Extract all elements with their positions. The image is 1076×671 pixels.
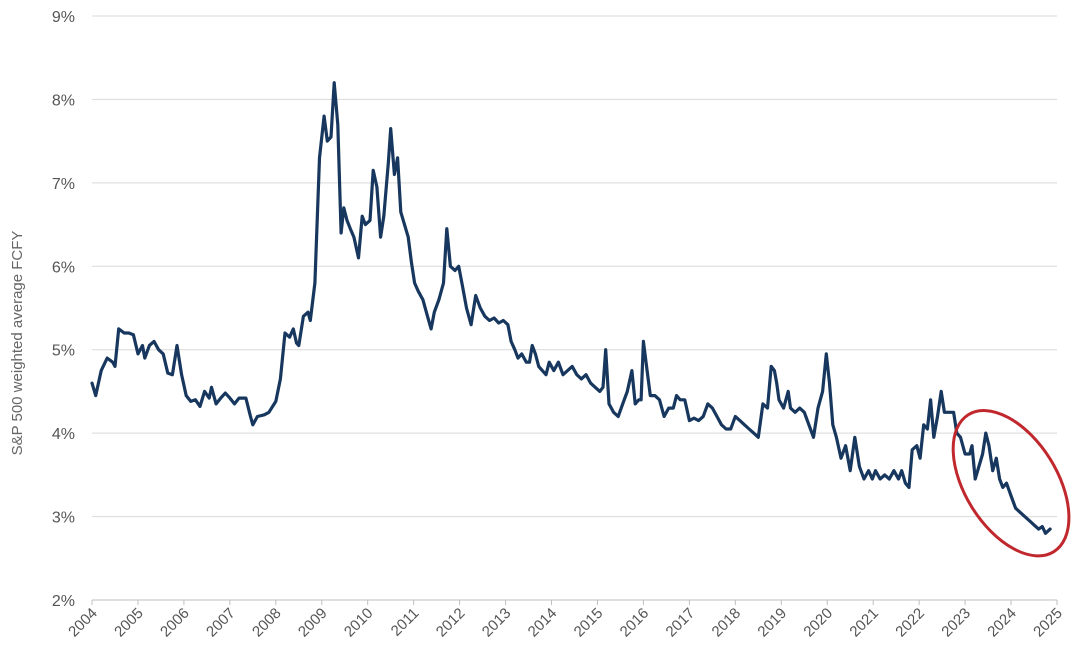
y-axis-ticks: 2% 3% 4% 5% 6% 7% 8% 9% <box>52 9 75 610</box>
y-axis-label: S&P 500 weighted average FCFY <box>9 231 26 456</box>
x-tick-label: 2024 <box>984 605 1020 641</box>
gridlines <box>92 15 1057 518</box>
x-tick-label: 2019 <box>754 605 790 641</box>
x-tick-label: 2018 <box>709 605 745 641</box>
x-tick-label: 2014 <box>525 605 561 641</box>
y-tick-label: 4% <box>52 426 75 443</box>
x-tick-label: 2023 <box>938 605 974 641</box>
y-tick-label: 6% <box>52 259 75 276</box>
x-tick-label: 2004 <box>65 605 101 641</box>
x-tick-label: 2011 <box>388 605 423 640</box>
y-tick-label: 5% <box>52 343 75 360</box>
x-axis-ticks: 2004 2005 2006 2007 2008 2009 2010 2011 2012 2013… <box>65 600 1066 640</box>
x-tick-label: 2005 <box>111 605 147 641</box>
x-tick-label: 2007 <box>203 605 239 641</box>
y-tick-label: 7% <box>52 176 75 193</box>
x-tick-label: 2015 <box>571 605 607 641</box>
y-tick-label: 8% <box>52 92 75 109</box>
x-tick-label: 2022 <box>892 605 928 641</box>
series-layer <box>90 81 1052 535</box>
x-tick-label: 2013 <box>479 605 515 641</box>
fcfy-series-line <box>90 81 1052 535</box>
x-tick-label: 2008 <box>249 605 285 641</box>
x-tick-label: 2021 <box>846 605 882 641</box>
x-tick-label: 2006 <box>157 605 193 641</box>
x-tick-label: 2025 <box>1030 605 1066 641</box>
y-tick-label: 3% <box>52 510 75 527</box>
x-tick-label: 2012 <box>433 605 469 641</box>
highlight-ellipse <box>951 409 1071 558</box>
x-tick-label: 2020 <box>800 605 836 641</box>
x-tick-label: 2009 <box>295 605 331 641</box>
x-tick-label: 2016 <box>617 605 653 641</box>
y-tick-label: 9% <box>52 9 75 26</box>
x-tick-label: 2017 <box>663 605 699 641</box>
x-tick-label: 2010 <box>341 605 377 641</box>
y-tick-label: 2% <box>52 593 75 610</box>
